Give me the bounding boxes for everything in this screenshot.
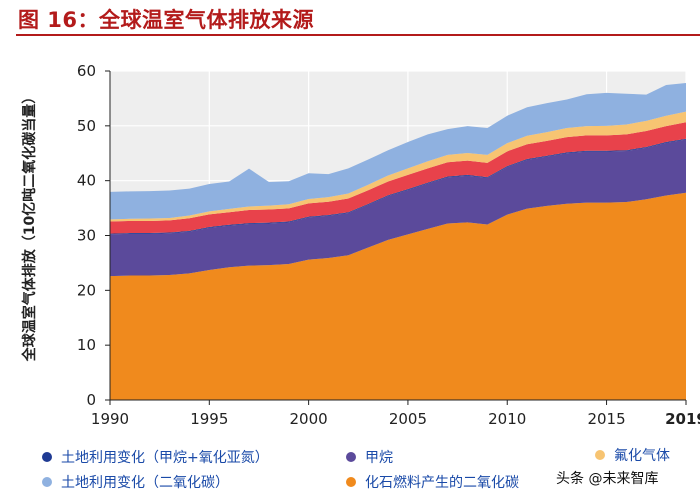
legend-dot-icon bbox=[346, 452, 356, 462]
y-tick-label: 0 bbox=[86, 391, 96, 409]
legend-label: 土地利用变化（二氧化碳） bbox=[61, 475, 229, 491]
legend-item-methane: 甲烷 bbox=[346, 447, 393, 467]
x-tick-label: 2010 bbox=[488, 410, 526, 428]
x-tick-label: 2000 bbox=[290, 410, 328, 428]
legend-label: 化石燃料产生的二氧化碳 bbox=[365, 475, 519, 491]
legend-label: 甲烷 bbox=[365, 450, 393, 466]
y-axis-label: 全球温室气体排放（10亿吨二氧化碳当量） bbox=[21, 90, 38, 362]
page-title: 图 16：全球温室气体排放来源 bbox=[18, 8, 315, 32]
legend-item-land-use-co2: 土地利用变化（二氧化碳） bbox=[42, 472, 229, 492]
x-tick-label: 2005 bbox=[389, 410, 427, 428]
title-rule bbox=[16, 34, 700, 36]
legend-label: 土地利用变化（甲烷+氧化亚氮） bbox=[61, 450, 269, 466]
legend-label: 氟化气体 bbox=[614, 448, 670, 464]
x-tick-label: 1995 bbox=[190, 410, 228, 428]
y-tick-label: 30 bbox=[77, 227, 96, 245]
y-tick-label: 40 bbox=[77, 172, 96, 190]
watermark: 头条 @未来智库 bbox=[556, 471, 659, 487]
y-tick-label: 50 bbox=[77, 117, 96, 135]
area-series-methane bbox=[110, 139, 686, 277]
y-tick-label: 10 bbox=[77, 336, 96, 354]
area-series-fluorinated-gases bbox=[110, 111, 686, 222]
axes: 0 10 20 30 40 50 60 1990 1995 2000 2005 2010 2015 201… bbox=[77, 62, 700, 428]
stacked-areas bbox=[110, 83, 686, 400]
legend-item-fluorinated-gases: 氟化气体 bbox=[595, 445, 670, 465]
area-series-land-use-co2 bbox=[110, 83, 686, 220]
area-series-nitrous-oxide bbox=[110, 122, 686, 234]
legend-item-fossil-co2: 化石燃料产生的二氧化碳 bbox=[346, 472, 519, 492]
legend-item-land-use-ch4-n2o: 土地利用变化（甲烷+氧化亚氮） bbox=[42, 447, 269, 467]
x-tick-label: 1990 bbox=[91, 410, 129, 428]
x-tick-label: 2015 bbox=[587, 410, 625, 428]
y-tick-label: 20 bbox=[77, 281, 96, 299]
x-tick-label: 2019 bbox=[665, 410, 700, 428]
y-tick-label: 60 bbox=[77, 62, 96, 80]
legend-dot-icon bbox=[595, 450, 605, 460]
area-series-fossil-co2 bbox=[110, 192, 686, 400]
legend-dot-icon bbox=[42, 477, 52, 487]
title-bar: 图 16：全球温室气体排放来源 bbox=[0, 0, 700, 38]
legend-dot-icon bbox=[346, 477, 356, 487]
legend-dot-icon bbox=[42, 452, 52, 462]
